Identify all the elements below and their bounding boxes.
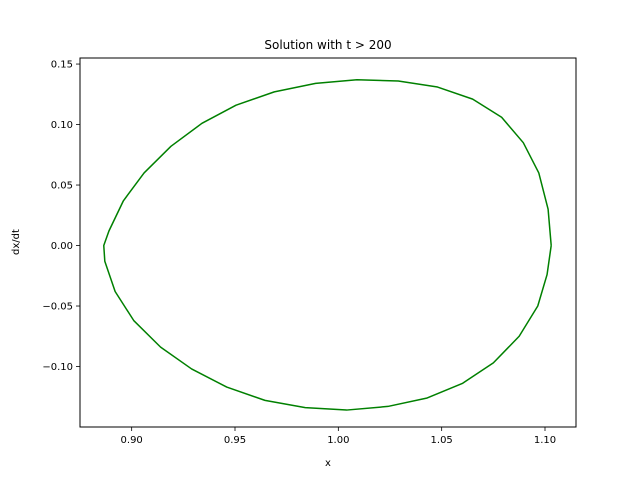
y-tick-label: 0.05 <box>51 181 73 192</box>
y-tick-label: 0.00 <box>51 241 73 252</box>
x-tick-label: 0.90 <box>121 435 143 446</box>
y-tick-label: −0.05 <box>42 302 73 313</box>
chart-title: Solution with t > 200 <box>264 38 391 52</box>
x-tick-label: 0.95 <box>224 435 246 446</box>
y-axis: −0.10 −0.05 0.00 0.05 0.10 0.15 <box>42 60 80 373</box>
x-axis: 0.90 0.95 1.00 1.05 1.10 <box>121 427 556 446</box>
axes-frame <box>79 57 577 428</box>
x-axis-label: x <box>325 458 331 469</box>
x-tick-label: 1.00 <box>327 435 349 446</box>
y-tick-label: 0.10 <box>51 120 73 131</box>
x-tick-label: 1.10 <box>534 435 556 446</box>
plot-marks <box>103 79 552 411</box>
y-tick-label: 0.15 <box>51 60 73 71</box>
y-tick-label: −0.10 <box>42 362 73 373</box>
y-axis-label: dx/dt <box>11 229 22 255</box>
series-line-0 <box>103 79 552 411</box>
x-tick-label: 1.05 <box>431 435 453 446</box>
